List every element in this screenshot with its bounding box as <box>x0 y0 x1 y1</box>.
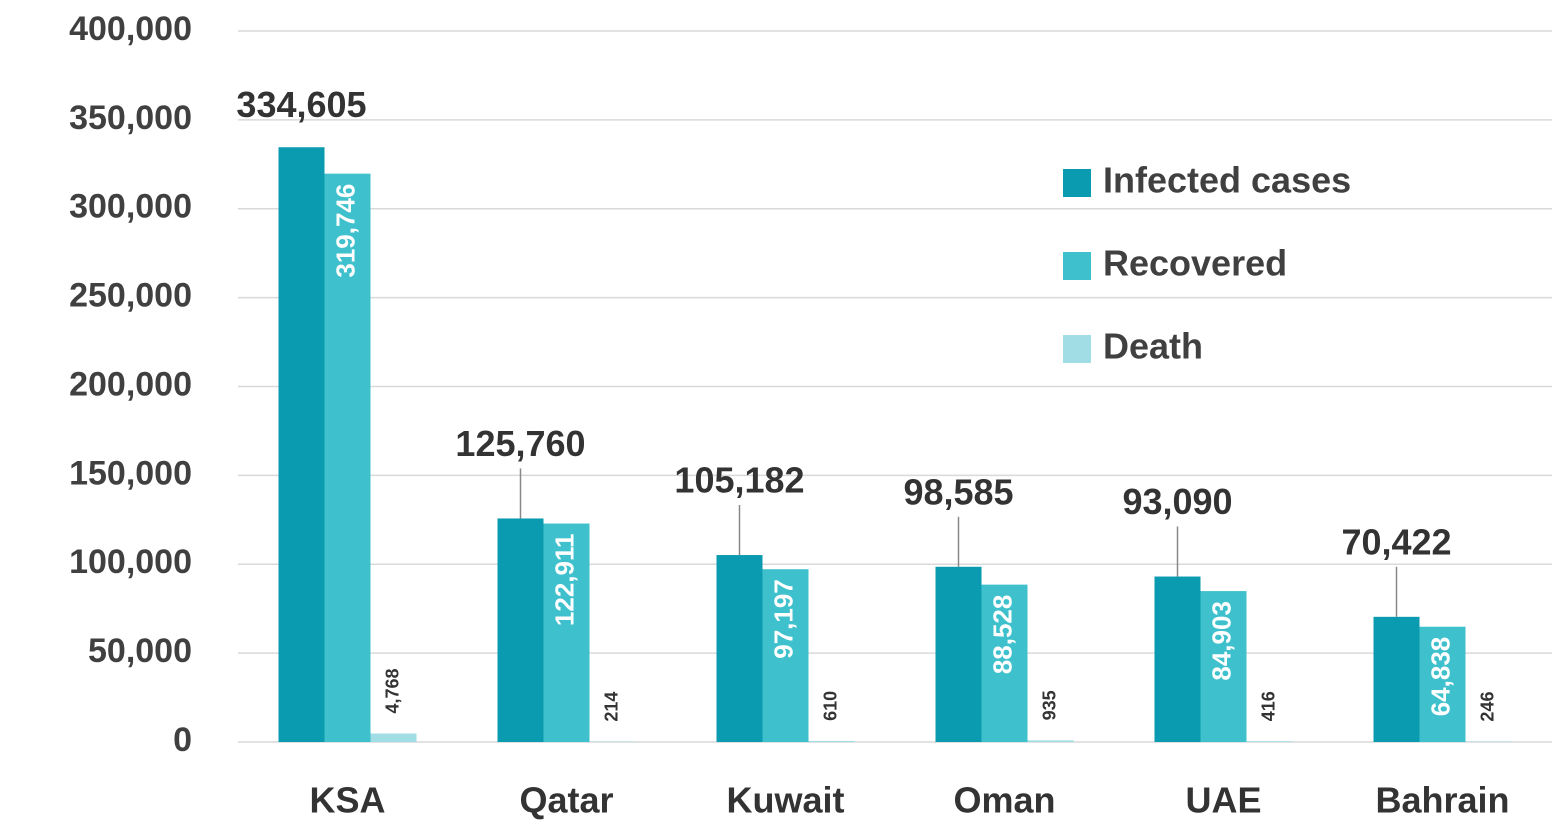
bar <box>762 569 809 742</box>
bar <box>543 523 590 742</box>
bar <box>370 733 417 742</box>
value-label: 93,090 <box>1122 481 1232 522</box>
value-label: 935 <box>1039 690 1059 720</box>
value-label: 319,746 <box>330 184 360 278</box>
x-tick-label: Oman <box>953 780 1055 821</box>
x-tick-label: Qatar <box>519 780 613 821</box>
value-label: 88,528 <box>987 595 1017 675</box>
value-label: 64,838 <box>1425 637 1455 717</box>
bar <box>1373 616 1420 742</box>
legend-label: Death <box>1103 326 1203 367</box>
y-tick-label: 300,000 <box>69 188 192 226</box>
legend-label: Recovered <box>1103 243 1287 284</box>
bar <box>716 555 763 742</box>
value-label: 246 <box>1477 692 1497 722</box>
value-label: 4,768 <box>382 668 402 713</box>
bar <box>497 518 544 742</box>
y-tick-label: 200,000 <box>69 365 192 403</box>
bar <box>1246 741 1293 742</box>
value-label: 98,585 <box>903 471 1013 512</box>
value-label: 334,605 <box>236 84 366 125</box>
bar <box>981 584 1028 742</box>
value-label: 70,422 <box>1341 521 1451 562</box>
bar <box>1154 576 1201 742</box>
y-tick-label: 100,000 <box>69 543 192 581</box>
bar <box>935 566 982 742</box>
legend-swatch <box>1063 252 1091 280</box>
y-tick-label: 350,000 <box>69 99 192 137</box>
x-tick-label: KSA <box>309 780 385 821</box>
y-tick-label: 400,000 <box>69 10 192 48</box>
bar <box>808 740 855 742</box>
x-tick-label: UAE <box>1185 780 1261 821</box>
legend-swatch <box>1063 169 1091 197</box>
value-label: 97,197 <box>768 579 798 659</box>
y-tick-label: 0 <box>173 721 192 759</box>
value-label: 610 <box>820 691 840 721</box>
bar <box>1027 740 1074 742</box>
value-label: 416 <box>1258 691 1278 721</box>
y-tick-label: 50,000 <box>88 632 192 670</box>
value-label: 105,182 <box>674 460 804 501</box>
value-label: 125,760 <box>455 423 585 464</box>
x-tick-label: Kuwait <box>726 780 844 821</box>
bar <box>1200 591 1247 742</box>
bar <box>278 147 325 742</box>
legend-swatch <box>1063 335 1091 363</box>
value-label: 122,911 <box>549 534 579 627</box>
y-tick-label: 150,000 <box>69 454 192 492</box>
bar <box>324 173 371 742</box>
value-label: 214 <box>601 692 621 722</box>
x-tick-label: Bahrain <box>1375 780 1509 821</box>
value-label: 84,903 <box>1206 601 1236 681</box>
legend-label: Infected cases <box>1103 160 1351 201</box>
bar <box>1419 626 1466 742</box>
y-tick-label: 250,000 <box>69 277 192 315</box>
